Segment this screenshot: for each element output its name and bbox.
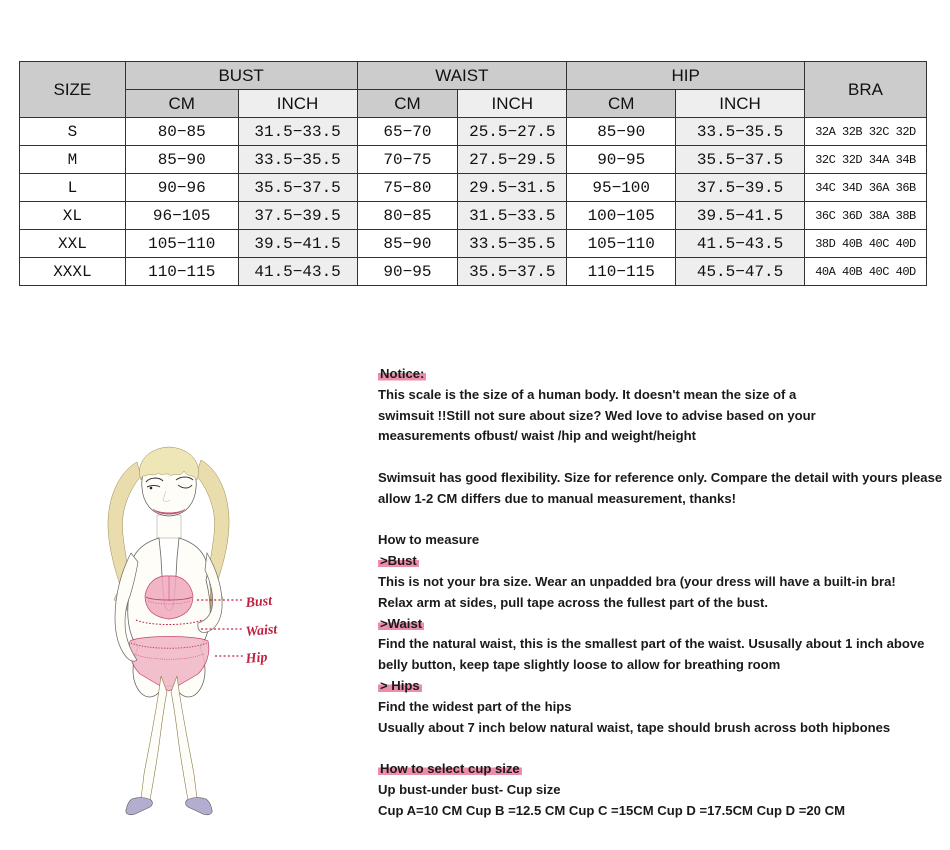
svg-text:Waist: Waist bbox=[245, 622, 279, 640]
svg-text:Hip: Hip bbox=[244, 650, 268, 667]
svg-text:Bust: Bust bbox=[244, 594, 274, 611]
